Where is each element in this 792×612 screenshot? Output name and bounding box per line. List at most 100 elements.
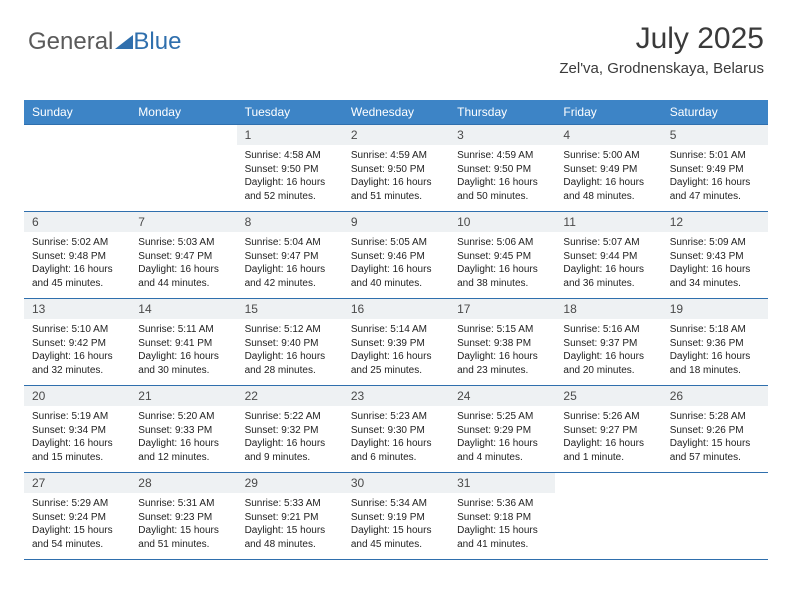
calendar-week-row: 1Sunrise: 4:58 AMSunset: 9:50 PMDaylight… [24,124,768,211]
logo-text-1: General [28,28,113,56]
calendar-day-cell: 21Sunrise: 5:20 AMSunset: 9:33 PMDayligh… [130,386,236,472]
daylight-text: Daylight: 16 hours and 18 minutes. [670,350,760,377]
day-details: Sunrise: 5:01 AMSunset: 9:49 PMDaylight:… [662,145,768,211]
sunset-text: Sunset: 9:19 PM [351,511,441,525]
daylight-text: Daylight: 16 hours and 1 minute. [563,437,653,464]
sunrise-text: Sunrise: 5:14 AM [351,323,441,337]
sunset-text: Sunset: 9:46 PM [351,250,441,264]
day-details: Sunrise: 5:00 AMSunset: 9:49 PMDaylight:… [555,145,661,211]
sunset-text: Sunset: 9:50 PM [351,163,441,177]
day-label-monday: Monday [130,100,236,124]
daylight-text: Daylight: 16 hours and 32 minutes. [32,350,122,377]
calendar-day-cell: 18Sunrise: 5:16 AMSunset: 9:37 PMDayligh… [555,299,661,385]
sunrise-text: Sunrise: 5:31 AM [138,497,228,511]
daylight-text: Daylight: 15 hours and 57 minutes. [670,437,760,464]
sunset-text: Sunset: 9:32 PM [245,424,335,438]
calendar-day-cell: 19Sunrise: 5:18 AMSunset: 9:36 PMDayligh… [662,299,768,385]
sunrise-text: Sunrise: 5:16 AM [563,323,653,337]
calendar-week-row: 20Sunrise: 5:19 AMSunset: 9:34 PMDayligh… [24,385,768,472]
day-label-saturday: Saturday [662,100,768,124]
day-number: 1 [237,125,343,145]
sunset-text: Sunset: 9:23 PM [138,511,228,525]
day-number: 21 [130,386,236,406]
month-title: July 2025 [559,22,764,56]
day-number: 18 [555,299,661,319]
daylight-text: Daylight: 16 hours and 45 minutes. [32,263,122,290]
sunrise-text: Sunrise: 5:05 AM [351,236,441,250]
daylight-text: Daylight: 15 hours and 51 minutes. [138,524,228,551]
day-number: 14 [130,299,236,319]
day-details: Sunrise: 5:06 AMSunset: 9:45 PMDaylight:… [449,232,555,298]
day-number: 6 [24,212,130,232]
day-number: 2 [343,125,449,145]
sunrise-text: Sunrise: 5:26 AM [563,410,653,424]
daylight-text: Daylight: 16 hours and 28 minutes. [245,350,335,377]
day-details: Sunrise: 5:05 AMSunset: 9:46 PMDaylight:… [343,232,449,298]
daylight-text: Daylight: 16 hours and 38 minutes. [457,263,547,290]
day-label-wednesday: Wednesday [343,100,449,124]
day-details: Sunrise: 4:59 AMSunset: 9:50 PMDaylight:… [343,145,449,211]
location-text: Zel'va, Grodnenskaya, Belarus [559,60,764,77]
calendar-day-cell [24,125,130,211]
daylight-text: Daylight: 16 hours and 12 minutes. [138,437,228,464]
day-number: 25 [555,386,661,406]
day-details: Sunrise: 5:15 AMSunset: 9:38 PMDaylight:… [449,319,555,385]
day-details: Sunrise: 5:02 AMSunset: 9:48 PMDaylight:… [24,232,130,298]
daylight-text: Daylight: 15 hours and 41 minutes. [457,524,547,551]
sunrise-text: Sunrise: 5:34 AM [351,497,441,511]
calendar-table: Sunday Monday Tuesday Wednesday Thursday… [24,100,768,560]
sunrise-text: Sunrise: 5:36 AM [457,497,547,511]
daylight-text: Daylight: 15 hours and 54 minutes. [32,524,122,551]
calendar-day-cell: 13Sunrise: 5:10 AMSunset: 9:42 PMDayligh… [24,299,130,385]
day-number: 9 [343,212,449,232]
day-number: 17 [449,299,555,319]
calendar-day-cell: 26Sunrise: 5:28 AMSunset: 9:26 PMDayligh… [662,386,768,472]
day-number: 10 [449,212,555,232]
day-number: 24 [449,386,555,406]
calendar-day-cell: 27Sunrise: 5:29 AMSunset: 9:24 PMDayligh… [24,473,130,559]
sunset-text: Sunset: 9:41 PM [138,337,228,351]
sunset-text: Sunset: 9:44 PM [563,250,653,264]
calendar-week-row: 27Sunrise: 5:29 AMSunset: 9:24 PMDayligh… [24,472,768,560]
sunset-text: Sunset: 9:42 PM [32,337,122,351]
calendar-day-cell: 17Sunrise: 5:15 AMSunset: 9:38 PMDayligh… [449,299,555,385]
calendar-day-cell: 3Sunrise: 4:59 AMSunset: 9:50 PMDaylight… [449,125,555,211]
calendar-day-cell: 15Sunrise: 5:12 AMSunset: 9:40 PMDayligh… [237,299,343,385]
calendar-day-cell: 30Sunrise: 5:34 AMSunset: 9:19 PMDayligh… [343,473,449,559]
day-number: 4 [555,125,661,145]
day-details: Sunrise: 5:07 AMSunset: 9:44 PMDaylight:… [555,232,661,298]
sunset-text: Sunset: 9:29 PM [457,424,547,438]
sunrise-text: Sunrise: 4:59 AM [351,149,441,163]
sunrise-text: Sunrise: 5:33 AM [245,497,335,511]
sunset-text: Sunset: 9:39 PM [351,337,441,351]
sunrise-text: Sunrise: 5:15 AM [457,323,547,337]
daylight-text: Daylight: 16 hours and 48 minutes. [563,176,653,203]
calendar-header-row: Sunday Monday Tuesday Wednesday Thursday… [24,100,768,124]
day-number: 5 [662,125,768,145]
sunset-text: Sunset: 9:33 PM [138,424,228,438]
calendar-day-cell: 24Sunrise: 5:25 AMSunset: 9:29 PMDayligh… [449,386,555,472]
sunset-text: Sunset: 9:38 PM [457,337,547,351]
sunset-text: Sunset: 9:27 PM [563,424,653,438]
daylight-text: Daylight: 16 hours and 52 minutes. [245,176,335,203]
day-details: Sunrise: 5:25 AMSunset: 9:29 PMDaylight:… [449,406,555,472]
sunset-text: Sunset: 9:40 PM [245,337,335,351]
daylight-text: Daylight: 16 hours and 51 minutes. [351,176,441,203]
logo: General Blue [28,28,181,56]
day-details [662,479,768,541]
day-details: Sunrise: 5:22 AMSunset: 9:32 PMDaylight:… [237,406,343,472]
day-details: Sunrise: 5:04 AMSunset: 9:47 PMDaylight:… [237,232,343,298]
daylight-text: Daylight: 16 hours and 20 minutes. [563,350,653,377]
calendar-day-cell: 6Sunrise: 5:02 AMSunset: 9:48 PMDaylight… [24,212,130,298]
sunset-text: Sunset: 9:26 PM [670,424,760,438]
day-number: 26 [662,386,768,406]
calendar-day-cell [662,473,768,559]
calendar-day-cell: 11Sunrise: 5:07 AMSunset: 9:44 PMDayligh… [555,212,661,298]
calendar-day-cell: 31Sunrise: 5:36 AMSunset: 9:18 PMDayligh… [449,473,555,559]
sunset-text: Sunset: 9:49 PM [670,163,760,177]
sunrise-text: Sunrise: 5:03 AM [138,236,228,250]
day-details: Sunrise: 5:28 AMSunset: 9:26 PMDaylight:… [662,406,768,472]
daylight-text: Daylight: 16 hours and 23 minutes. [457,350,547,377]
calendar-day-cell: 1Sunrise: 4:58 AMSunset: 9:50 PMDaylight… [237,125,343,211]
calendar-day-cell: 4Sunrise: 5:00 AMSunset: 9:49 PMDaylight… [555,125,661,211]
